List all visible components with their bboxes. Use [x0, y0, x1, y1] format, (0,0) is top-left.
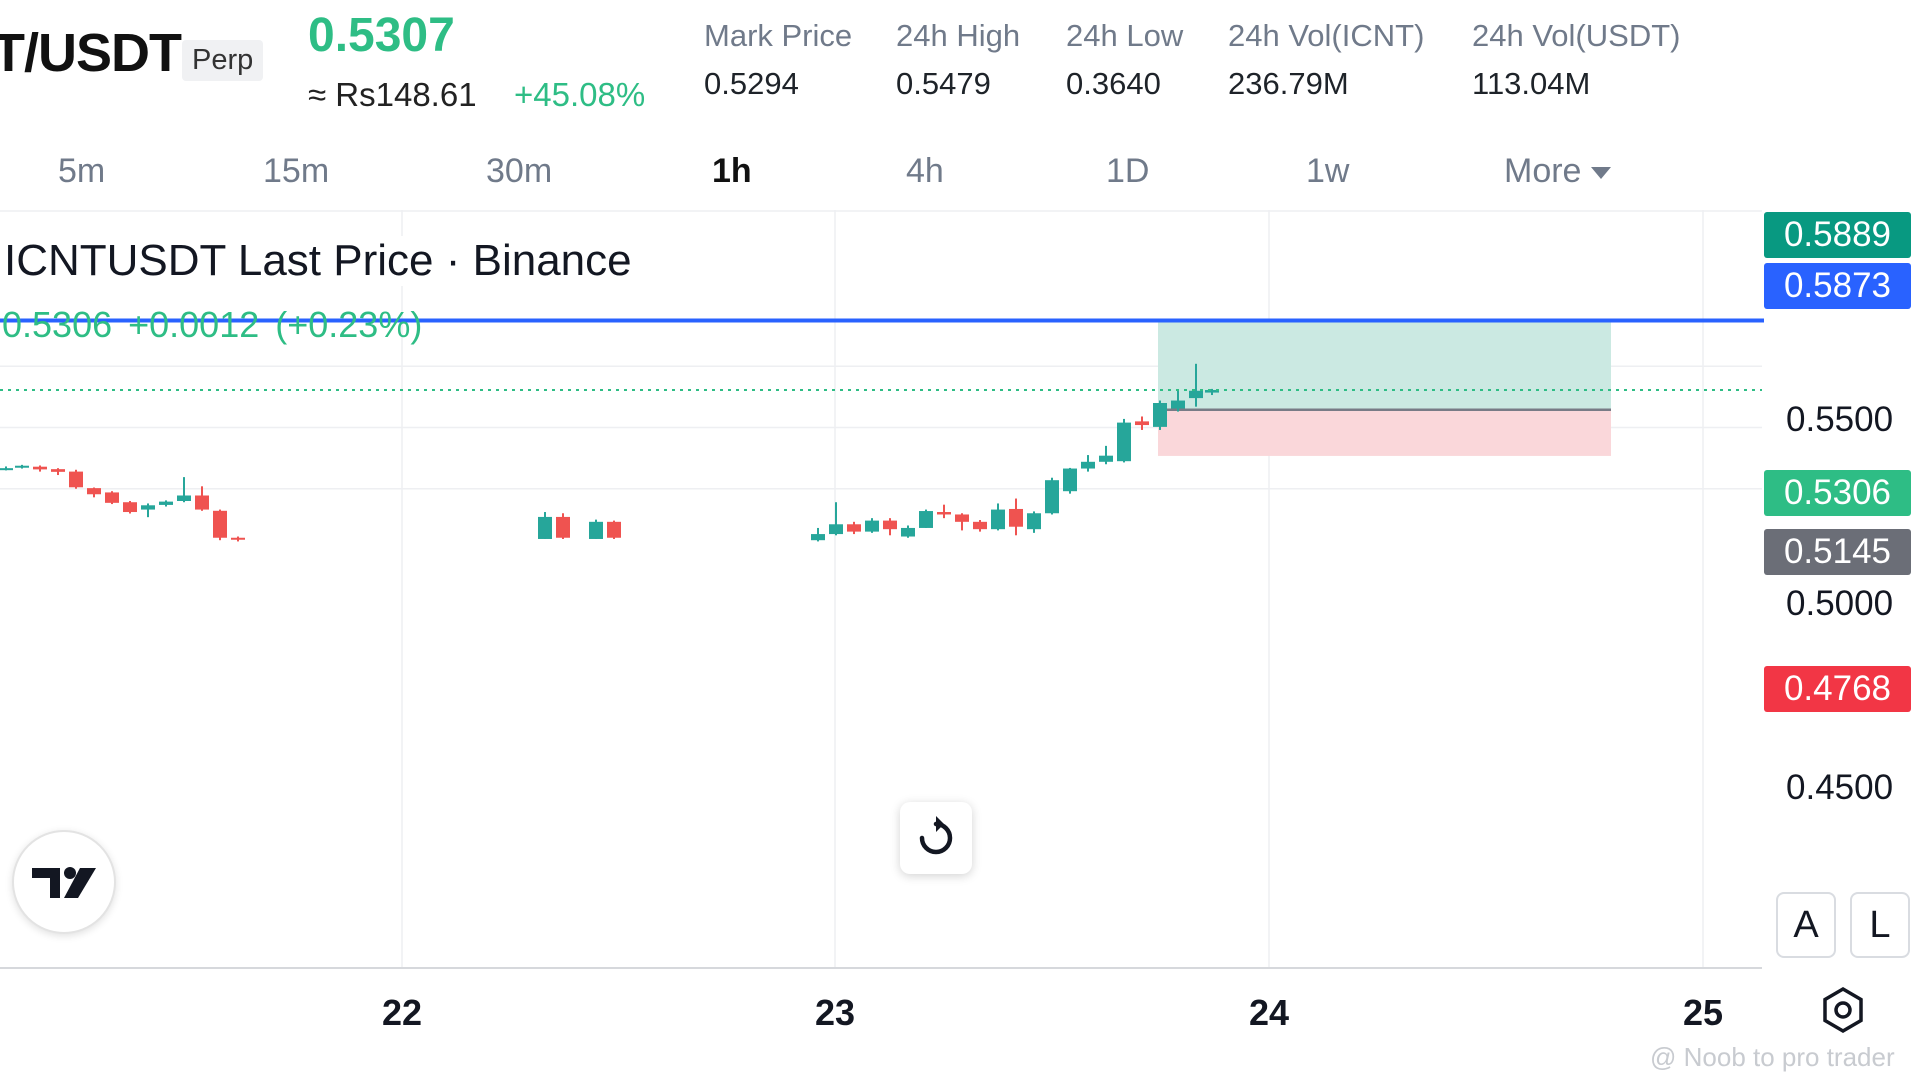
x-tick-label: 25	[1682, 992, 1724, 1033]
candle-body-down	[213, 510, 227, 538]
candle-body-up	[811, 534, 825, 541]
hexagon-settings-icon	[1823, 986, 1863, 1034]
candle-body-down	[105, 492, 119, 503]
candle-body-up	[177, 495, 191, 501]
candle-body-up	[1081, 461, 1095, 469]
candle-body-up	[159, 501, 173, 505]
candle-body-down	[195, 495, 209, 510]
candle-body-down	[87, 488, 101, 495]
more-label: More	[1504, 152, 1582, 190]
chart-grid	[0, 210, 1762, 969]
stat-label-24h-low: 24h Low	[1066, 18, 1184, 53]
candle-body-down	[973, 521, 987, 530]
stat-label-24h-vol-icnt: 24h Vol(ICNT)	[1228, 18, 1425, 53]
log-scale-button[interactable]: L	[1850, 892, 1910, 958]
candle-body-up	[15, 465, 29, 468]
timeframe-more-button[interactable]: More	[1504, 152, 1612, 191]
long-position-tool[interactable]	[1158, 318, 1611, 456]
loss-zone	[1158, 409, 1611, 456]
price-change-percent: +45.08%	[514, 76, 646, 113]
candle-body-down	[123, 502, 137, 513]
candle-body-up	[1205, 390, 1219, 393]
candle-body-up	[919, 511, 933, 528]
legend-price: 0.5306	[2, 304, 113, 345]
stat-value-24h-vol-icnt: 236.79M	[1228, 66, 1349, 101]
y-tick-label: 0.4500	[1786, 768, 1894, 807]
candle-body-up	[589, 521, 603, 539]
tab-timeframe-1d[interactable]: 1D	[1106, 152, 1150, 190]
x-tick-label: 22	[381, 992, 423, 1033]
price-tag-horizontal-line: 0.5873	[1764, 263, 1911, 309]
tab-timeframe-4h[interactable]: 4h	[906, 152, 944, 190]
candle-body-down	[69, 471, 83, 488]
candle-body-down	[607, 521, 621, 538]
local-currency-price: ≈ Rs148.61	[308, 76, 477, 113]
stat-value-24h-low: 0.3640	[1066, 66, 1161, 101]
pair-symbol[interactable]: T/USDT	[0, 23, 182, 83]
tab-timeframe-5m[interactable]: 5m	[58, 152, 106, 190]
stat-label-24h-high: 24h High	[896, 18, 1021, 53]
stat-label-mark-price: Mark Price	[704, 18, 853, 53]
chart-lines	[0, 318, 1764, 392]
candle-body-down	[937, 512, 951, 515]
candle-body-up	[1045, 480, 1059, 514]
stat-value-24h-high: 0.5479	[896, 66, 991, 101]
candle-body-up	[901, 527, 915, 537]
candle-body-down	[33, 466, 47, 470]
candle-body-up	[1117, 422, 1131, 462]
price-tag-last-price: 0.5306	[1764, 470, 1911, 516]
candle-body-up	[991, 509, 1005, 530]
candle-body-down	[231, 537, 245, 540]
stat-value-24h-vol-usdt: 113.04M	[1472, 66, 1591, 101]
x-tick-label: 24	[1248, 992, 1290, 1033]
tab-timeframe-15m[interactable]: 15m	[263, 152, 330, 190]
candle-body-up	[1171, 400, 1185, 409]
last-price: 0.5307	[308, 9, 455, 62]
candle-body-up	[1063, 468, 1077, 492]
tab-timeframe-30m[interactable]: 30m	[486, 152, 553, 190]
autoscale-button[interactable]: A	[1776, 892, 1836, 958]
x-tick-label: 23	[814, 992, 856, 1033]
candle-body-down	[847, 524, 861, 532]
candle-body-down	[883, 520, 897, 530]
candle-body-up	[1153, 403, 1167, 427]
stat-label-24h-vol-usdt: 24h Vol(USDT)	[1472, 18, 1681, 53]
watermark: @ Noob to pro trader	[1650, 1042, 1895, 1072]
candle-body-up	[0, 468, 13, 471]
y-tick-label: 0.5000	[1786, 584, 1894, 623]
y-tick-label: 0.5500	[1786, 400, 1894, 439]
candle-body-up	[1099, 455, 1113, 462]
price-chart[interactable]	[0, 210, 1922, 970]
candle-body-up	[829, 524, 843, 535]
candle-body-down	[556, 516, 570, 538]
tab-timeframe-1w[interactable]: 1w	[1306, 152, 1350, 190]
candle-body-down	[51, 469, 65, 472]
price-tag-entry: 0.5145	[1764, 529, 1911, 575]
rotate-icon	[919, 816, 953, 855]
tab-timeframe-1h[interactable]: 1h	[712, 152, 752, 190]
candle-body-up	[538, 516, 552, 539]
price-tag-stop: 0.4768	[1764, 666, 1911, 712]
price-tag-target: 0.5889	[1764, 212, 1911, 258]
perp-badge: Perp	[182, 40, 264, 81]
candle-body-down	[955, 514, 969, 522]
candle-body-up	[1189, 390, 1203, 399]
candle-body-up	[1027, 513, 1041, 530]
candle-body-up	[865, 520, 879, 532]
candle-body-up	[141, 505, 155, 510]
reset-chart-button[interactable]	[900, 802, 972, 874]
legend-change-percent: (+0.23%)	[275, 304, 423, 345]
tradingview-logo-icon	[32, 867, 96, 898]
candle-body-down	[1135, 421, 1149, 426]
chart-title: ICNTUSDT Last Price · Binance	[4, 236, 644, 286]
caret-down-icon	[1591, 167, 1612, 180]
legend-change: +0.0012	[128, 304, 260, 345]
chart-settings-button[interactable]	[1818, 985, 1868, 1035]
tradingview-logo[interactable]	[12, 830, 116, 934]
candle-body-down	[1009, 508, 1023, 527]
profit-zone	[1158, 318, 1611, 410]
stat-value-mark-price: 0.5294	[704, 66, 799, 101]
candlestick-series	[0, 363, 1219, 542]
chart-legend: 0.5306 +0.0012 (+0.23%)	[2, 304, 438, 346]
